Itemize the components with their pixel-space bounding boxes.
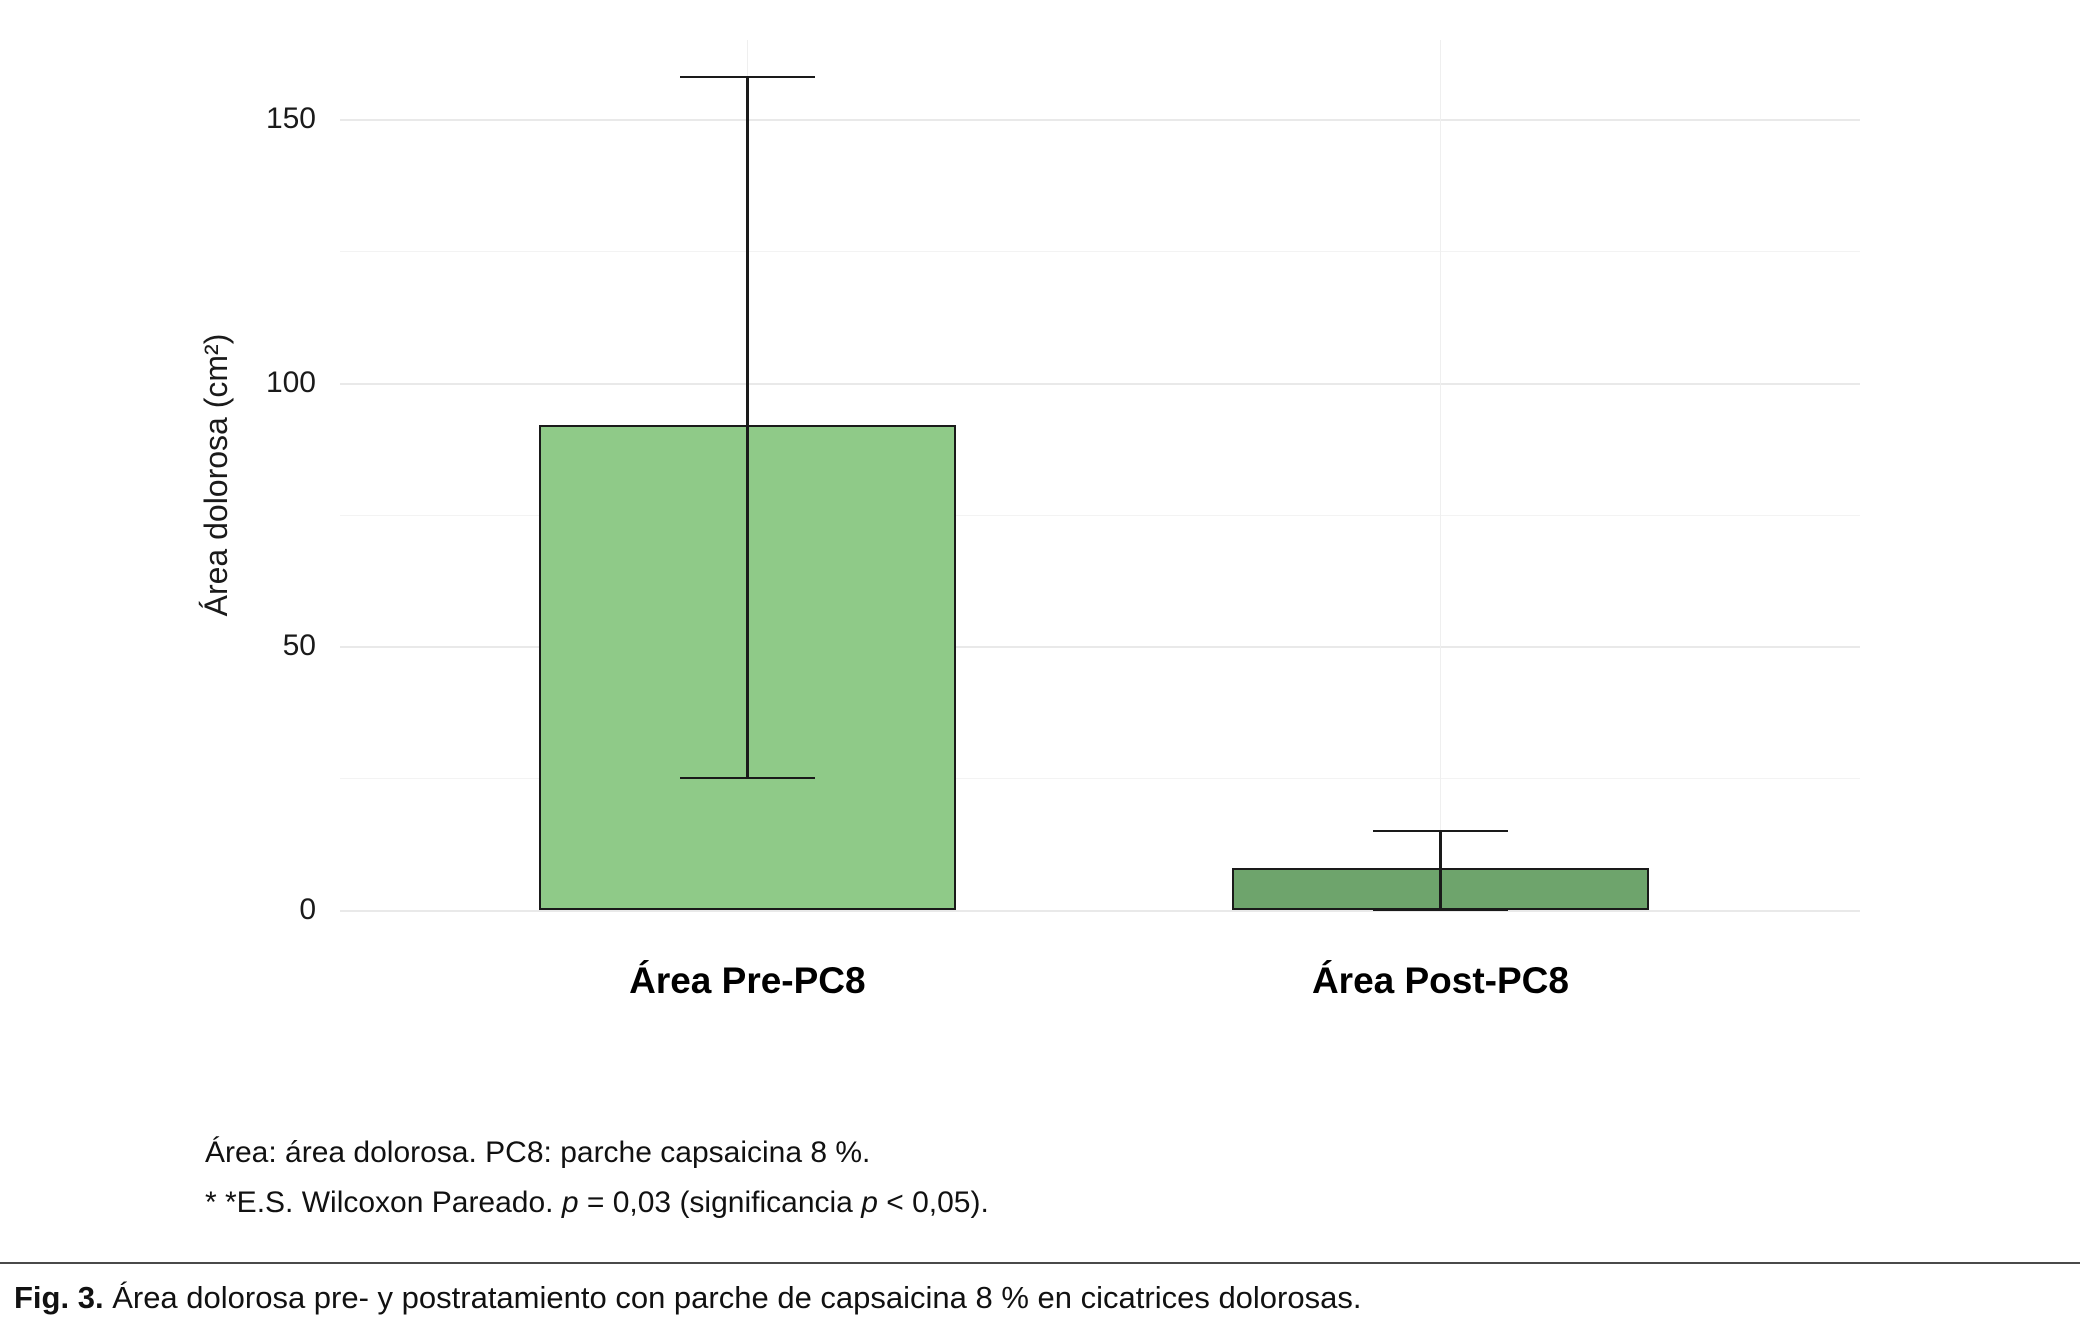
gridline-major	[340, 119, 1860, 122]
figure-label: Fig. 3.	[14, 1280, 104, 1315]
gridline-major	[340, 646, 1860, 649]
y-axis-title: Área dolorosa (cm²)	[198, 333, 234, 617]
footnote-text-segment: = 0,03 (significancia	[578, 1186, 862, 1219]
x-category-label: Área Pre-PC8	[629, 960, 866, 1001]
chart-footnotes: Área: área dolorosa. PC8: parche capsaic…	[205, 1128, 989, 1228]
gridline-vertical	[1440, 40, 1442, 910]
y-tick-label: 150	[265, 102, 316, 136]
gridline-minor	[340, 778, 1860, 780]
y-tick-label: 50	[282, 629, 316, 663]
footnote-p-symbol: p	[561, 1186, 579, 1219]
error-bar-cap-top	[1372, 829, 1508, 833]
footnote-text-segment: * *E.S. Wilcoxon Pareado.	[205, 1186, 562, 1219]
footnote-text-segment: < 0,05).	[877, 1186, 989, 1219]
y-tick-label: 0	[299, 893, 316, 926]
error-bar-cap-bottom	[1372, 908, 1508, 912]
caption-divider	[0, 1262, 2080, 1264]
footnote-line-2: * *E.S. Wilcoxon Pareado. p = 0,03 (sign…	[205, 1178, 989, 1228]
figure-caption-text: Área dolorosa pre- y postratamiento con …	[103, 1280, 1362, 1315]
gridline-major	[340, 382, 1860, 385]
error-bar-cap-bottom	[679, 776, 815, 780]
plot-area	[340, 40, 1860, 912]
gridline-minor	[340, 514, 1860, 516]
x-category-label: Área Post-PC8	[1311, 960, 1569, 1001]
bar-chart: Área dolorosa (cm²) 0 50 100 150 Área Pre-PC…	[198, 40, 1860, 1001]
figure-caption: Fig. 3. Área dolorosa pre- y postratamie…	[14, 1280, 2064, 1316]
gridline-minor	[340, 250, 1860, 252]
error-bar-line	[746, 76, 749, 779]
gridline-major	[340, 910, 1860, 912]
error-bar-line	[1439, 830, 1442, 910]
error-bar-cap-top	[679, 75, 815, 79]
y-tick-label: 100	[265, 365, 316, 399]
footnote-p-symbol: p	[861, 1186, 878, 1219]
footnote-line-1: Área: área dolorosa. PC8: parche capsaic…	[205, 1136, 871, 1169]
